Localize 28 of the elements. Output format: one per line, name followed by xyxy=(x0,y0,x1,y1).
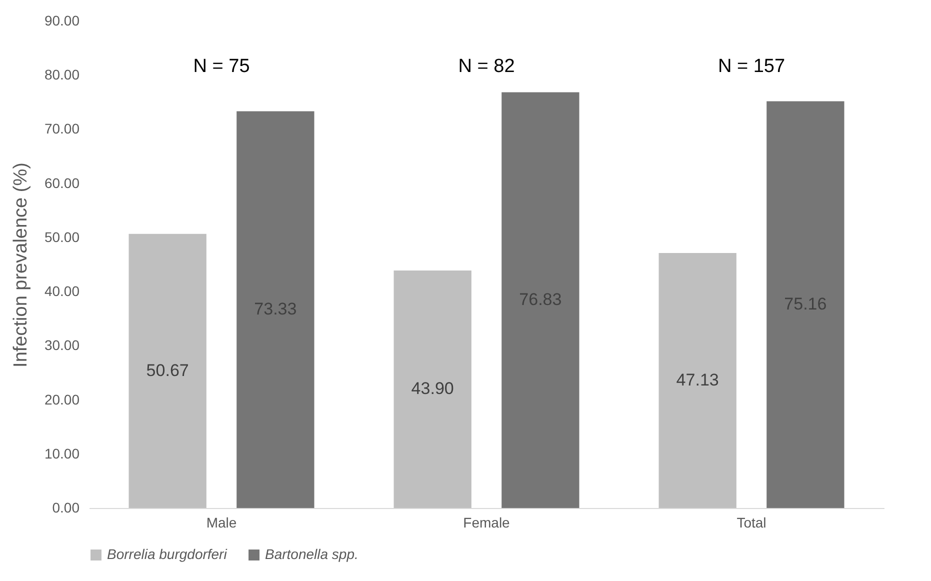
y-tick-label: 80.00 xyxy=(44,66,80,83)
y-tick-label: 50.00 xyxy=(44,228,80,245)
bar xyxy=(236,111,314,508)
y-tick-label: 40.00 xyxy=(44,283,80,300)
x-tick-label: Total xyxy=(736,514,766,530)
bar xyxy=(394,270,472,508)
annotation: N = 157 xyxy=(718,56,786,77)
x-tick-label: Male xyxy=(206,514,237,530)
y-axis-title: Infection prevalence (%) xyxy=(10,162,32,368)
data-label: 50.67 xyxy=(146,360,189,380)
annotation: N = 82 xyxy=(458,56,515,77)
x-tick-label: Female xyxy=(463,514,510,530)
bar xyxy=(658,252,736,508)
data-label: 43.90 xyxy=(411,379,454,398)
legend-label: Bartonella spp. xyxy=(265,546,358,562)
legend-label: Borrelia burgdorferi xyxy=(107,546,228,562)
y-tick-label: 20.00 xyxy=(44,391,80,408)
bar xyxy=(502,92,580,508)
y-tick-label: 90.00 xyxy=(44,12,80,28)
data-label: 47.13 xyxy=(676,370,719,390)
bar xyxy=(766,101,844,508)
annotation: N = 75 xyxy=(193,56,250,77)
y-tick-label: 60.00 xyxy=(44,174,80,191)
y-tick-label: 0.00 xyxy=(52,500,80,516)
y-tick-label: 70.00 xyxy=(44,120,80,137)
bar xyxy=(128,234,206,508)
y-tick-label: 30.00 xyxy=(44,337,80,354)
y-tick-label: 10.00 xyxy=(44,445,80,462)
